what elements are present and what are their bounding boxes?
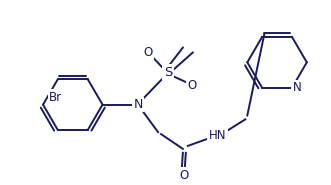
Text: O: O xyxy=(187,79,196,92)
Text: N: N xyxy=(133,98,143,111)
Text: N: N xyxy=(293,81,301,94)
Text: HN: HN xyxy=(209,129,226,142)
Text: O: O xyxy=(179,169,188,182)
Text: S: S xyxy=(164,66,172,79)
Text: Br: Br xyxy=(49,91,63,104)
Text: O: O xyxy=(144,46,153,59)
